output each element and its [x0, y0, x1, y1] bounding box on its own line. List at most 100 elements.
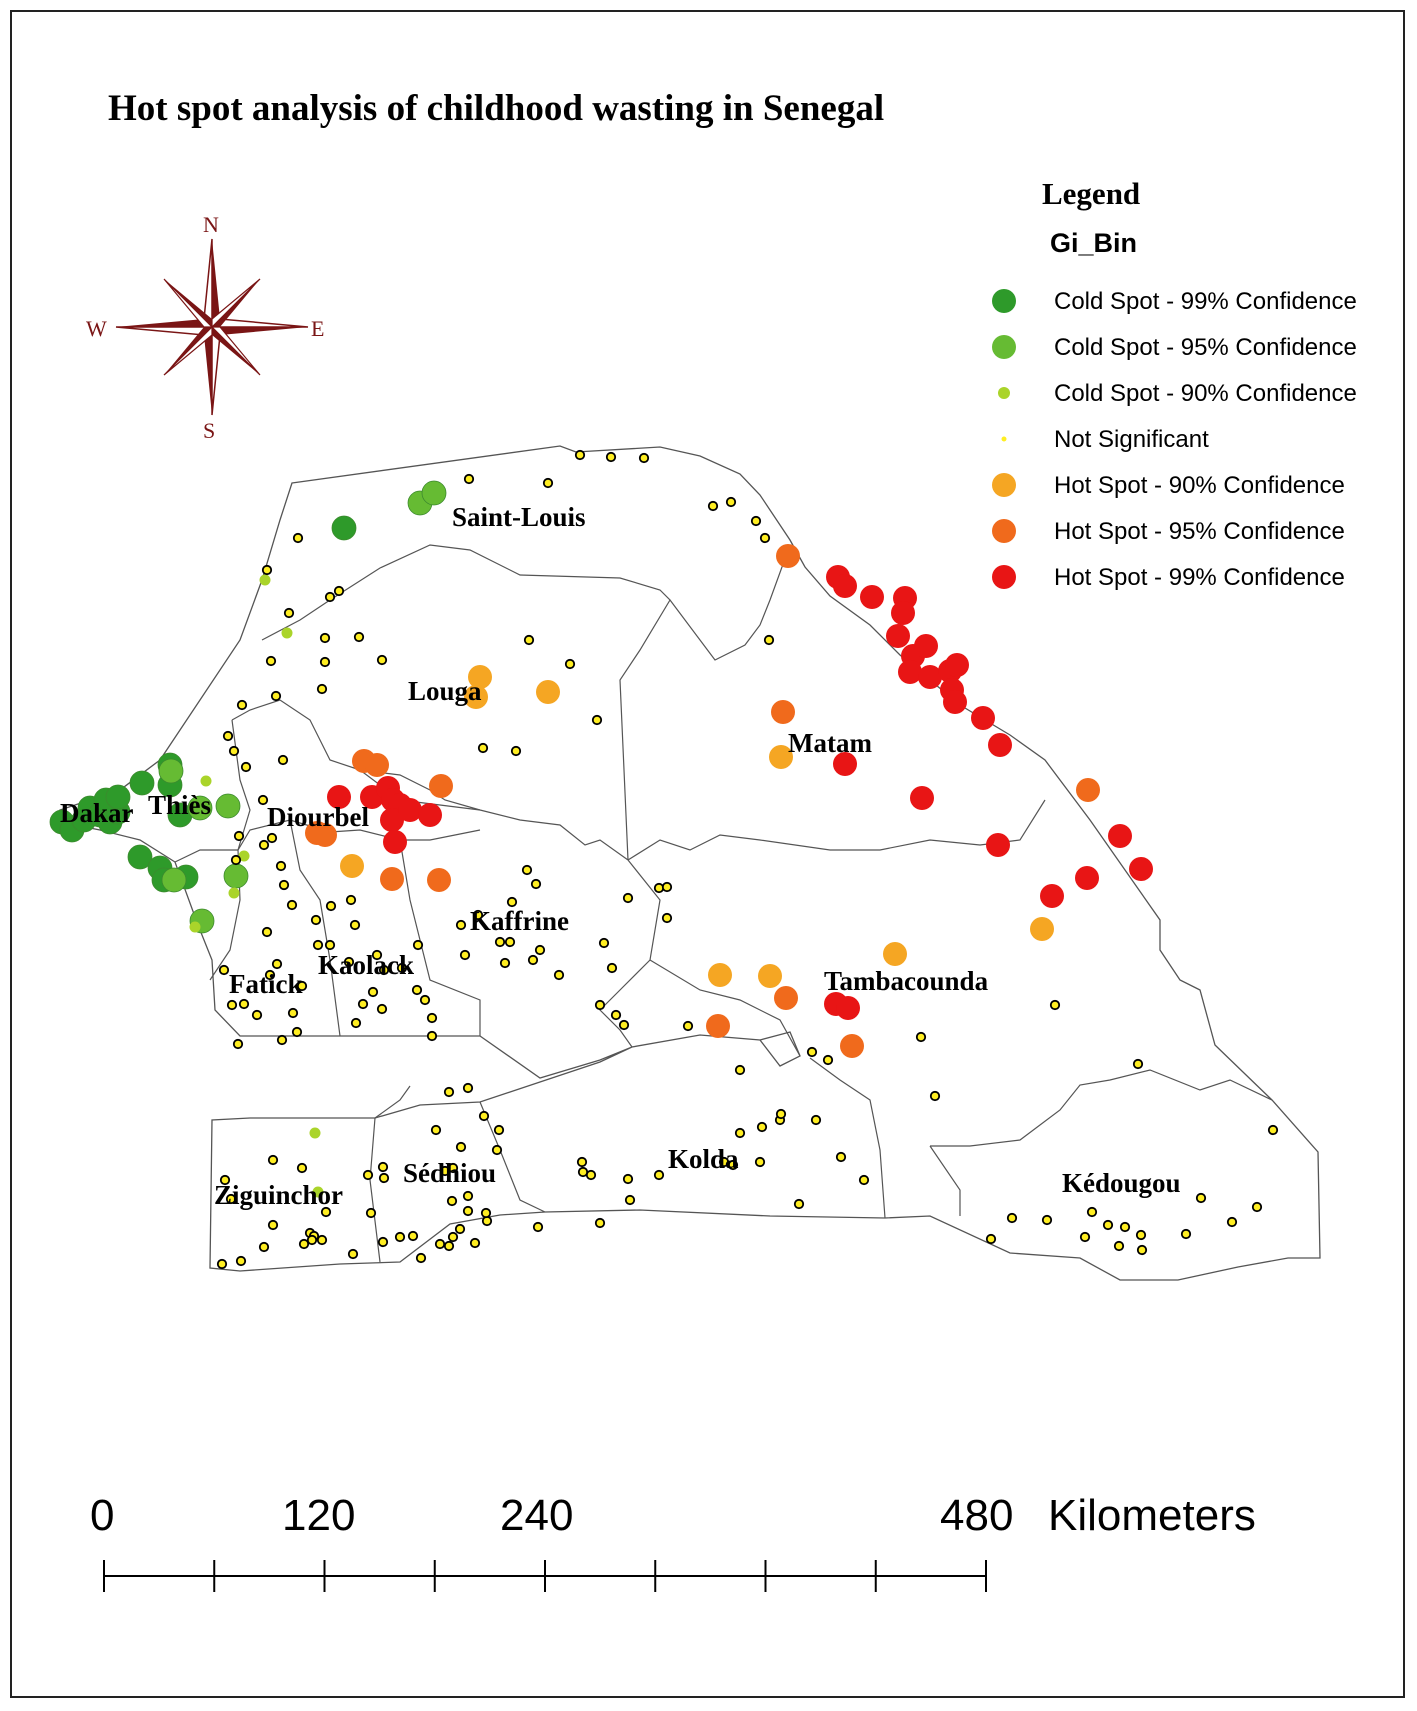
point-ns: [725, 496, 737, 508]
point-hot95: [427, 868, 451, 892]
point-ns: [266, 832, 278, 844]
point-ns: [462, 1082, 474, 1094]
point-ns: [236, 699, 248, 711]
scale-bar: 0 120 240 480 Kilometers: [90, 1491, 1256, 1592]
legend-label-hot90: Hot Spot - 90% Confidence: [1054, 472, 1345, 499]
point-ns: [915, 1031, 927, 1043]
region-label-kedougou: Kédougou: [1062, 1168, 1181, 1198]
point-cold90: [200, 775, 212, 787]
point-ns: [426, 1012, 438, 1024]
point-ns: [610, 1009, 622, 1021]
point-ns: [251, 1009, 263, 1021]
point-ns: [362, 1169, 374, 1181]
point-hot99: [986, 833, 1010, 857]
point-hot99: [891, 601, 915, 625]
point-ns: [257, 794, 269, 806]
point-ns: [316, 1234, 328, 1246]
point-ns: [653, 882, 665, 894]
point-ns: [319, 656, 331, 668]
point-hot95: [706, 1014, 730, 1038]
point-ns: [521, 864, 533, 876]
point-ns: [576, 1156, 588, 1168]
point-ns: [419, 994, 431, 1006]
point-ns: [459, 949, 471, 961]
point-hot99: [860, 585, 884, 609]
point-ns: [232, 1038, 244, 1050]
point-ns: [371, 949, 383, 961]
region-label-matam: Matam: [788, 728, 872, 758]
point-ns: [763, 634, 775, 646]
region-label-fatick: Fatick: [229, 969, 303, 999]
point-ns: [376, 654, 388, 666]
point-ns: [271, 958, 283, 970]
point-ns: [506, 896, 518, 908]
point-hot95: [771, 700, 795, 724]
point-ns: [233, 830, 245, 842]
point-hot90: [769, 745, 793, 769]
point-hot90: [883, 942, 907, 966]
point-ns: [376, 1003, 388, 1015]
point-ns: [653, 1169, 665, 1181]
point-ns: [1086, 1206, 1098, 1218]
region-label-kolda: Kolda: [668, 1144, 739, 1174]
scale-label-120: 120: [282, 1491, 355, 1540]
region-label-kaffrine: Kaffrine: [470, 906, 569, 936]
point-ns: [447, 1231, 459, 1243]
region-labels: Saint-Louis Louga Matam Dakar Thiès Diou…: [60, 502, 1181, 1210]
point-ns: [622, 892, 634, 904]
point-cold95: [223, 863, 249, 889]
point-hot95: [380, 867, 404, 891]
point-ns: [434, 1238, 446, 1250]
point-ns: [532, 1221, 544, 1233]
point-ns: [261, 564, 273, 576]
point-ns: [480, 1207, 492, 1219]
point-ns: [275, 860, 287, 872]
point-hot99: [1040, 884, 1064, 908]
point-ns: [396, 962, 408, 974]
point-ns: [542, 477, 554, 489]
point-cold95: [215, 793, 241, 819]
scale-label-240: 240: [500, 1491, 573, 1540]
point-hot99: [898, 660, 922, 684]
region-label-louga: Louga: [408, 676, 482, 706]
point-hot99: [886, 624, 910, 648]
point-hot99: [327, 785, 351, 809]
point-ns: [510, 745, 522, 757]
legend-title: Legend: [1042, 176, 1140, 211]
point-ns: [707, 500, 719, 512]
point-ns: [622, 1173, 634, 1185]
point-hot99: [945, 653, 969, 677]
point-ns: [1119, 1221, 1131, 1233]
point-ns: [793, 1198, 805, 1210]
point-ns: [638, 452, 650, 464]
point-ns: [534, 944, 546, 956]
region-label-thies: Thiès: [148, 790, 211, 820]
compass-rose-icon: N S E W: [86, 212, 324, 443]
point-ns: [1049, 999, 1061, 1011]
point-hot99: [836, 996, 860, 1020]
compass-east-label: E: [311, 316, 324, 341]
point-ns: [378, 964, 390, 976]
point-ns: [835, 1151, 847, 1163]
point-ns: [240, 761, 252, 773]
point-ns: [365, 1207, 377, 1219]
point-ns: [357, 998, 369, 1010]
point-ns: [661, 912, 673, 924]
point-hot95: [305, 821, 329, 845]
legend-label-ns: Not Significant: [1054, 426, 1209, 453]
point-ns: [618, 1019, 630, 1031]
point-ns: [504, 936, 516, 948]
point-ns: [407, 1230, 419, 1242]
point-ns: [455, 919, 467, 931]
point-ns: [564, 658, 576, 670]
point-ns: [325, 900, 337, 912]
point-hot99: [380, 808, 404, 832]
point-ns: [929, 1090, 941, 1102]
point-ns: [443, 1240, 455, 1252]
legend-swatch-hot95: [992, 519, 1016, 543]
point-cold90: [281, 627, 293, 639]
point-ns: [216, 1258, 228, 1270]
point-hot90: [340, 854, 364, 878]
point-ns: [378, 1172, 390, 1184]
point-cold90: [228, 887, 240, 899]
